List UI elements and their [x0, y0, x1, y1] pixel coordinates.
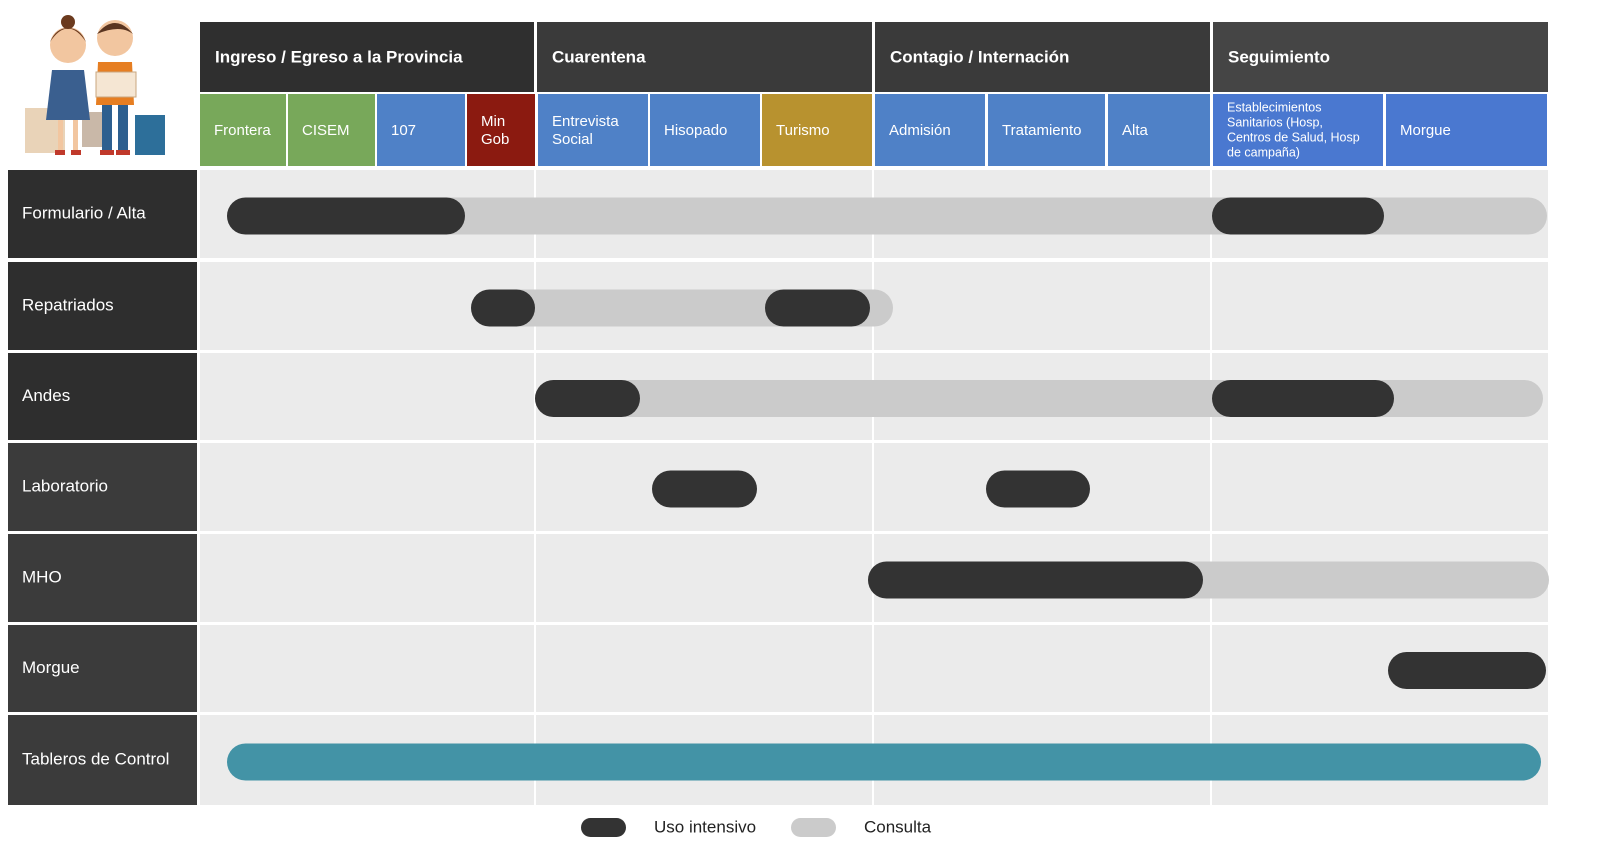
usage-bar — [1388, 652, 1546, 689]
label: Formulario / Alta — [22, 203, 146, 222]
label: Alta — [1122, 122, 1149, 139]
label: MHO — [22, 567, 62, 586]
phase-header — [537, 22, 872, 92]
subphase-header — [988, 94, 1105, 166]
label: Repatriados — [22, 295, 114, 314]
row-header — [8, 353, 197, 440]
row-header — [8, 715, 197, 805]
legend-label: Consulta — [864, 817, 932, 836]
subphase-header — [467, 94, 535, 166]
usage-bar — [765, 289, 870, 327]
usage-bar — [652, 470, 757, 508]
legend-label: Uso intensivo — [654, 817, 756, 836]
legend-swatch — [791, 818, 836, 837]
usage-bar — [535, 380, 640, 417]
phase-header — [200, 22, 534, 92]
row-header — [8, 443, 197, 531]
label: Seguimiento — [1228, 47, 1330, 66]
label: Morgue — [22, 658, 80, 677]
subphase-header — [650, 94, 760, 166]
subphase-header — [1108, 94, 1210, 166]
usage-bar — [227, 197, 465, 235]
subphase-header — [377, 94, 465, 166]
row-header — [8, 625, 197, 712]
subphase-header — [1386, 94, 1547, 166]
row-header — [8, 534, 197, 622]
illustration — [25, 15, 165, 155]
label: Cuarentena — [552, 47, 646, 66]
subphase-header — [538, 94, 648, 166]
label: 107 — [391, 122, 416, 139]
label: Laboratorio — [22, 476, 108, 495]
subphase-header — [1213, 94, 1383, 166]
row-header — [8, 262, 197, 350]
label: Establecimientos Sanitarios (Hosp, Centros… — [1227, 101, 1360, 160]
usage-bar — [1212, 197, 1384, 235]
subphase-header — [288, 94, 375, 166]
subphase-header — [762, 94, 872, 166]
phase-header — [875, 22, 1210, 92]
legend-swatch — [581, 818, 626, 837]
label: Morgue — [1400, 122, 1451, 139]
label: Admisión — [889, 122, 951, 139]
usage-bar — [986, 470, 1090, 508]
label: Tratamiento — [1002, 122, 1081, 139]
label: Andes — [22, 386, 70, 405]
label: Ingreso / Egreso a la Provincia — [215, 47, 463, 66]
row-header — [8, 170, 197, 258]
usage-bar — [868, 561, 1203, 599]
label: Entrevista Social — [552, 113, 619, 148]
label: Min Gob — [481, 113, 509, 148]
label: Frontera — [214, 122, 271, 139]
phase-header — [1213, 22, 1548, 92]
label: Tableros de Control — [22, 749, 169, 768]
label: CISEM — [302, 122, 350, 139]
label: Contagio / Internación — [890, 47, 1069, 66]
label: Hisopado — [664, 122, 727, 139]
usage-bar — [1212, 380, 1394, 417]
label: Turismo — [776, 122, 830, 139]
subphase-header — [200, 94, 286, 166]
usage-bar — [471, 289, 535, 327]
usage-bar — [227, 743, 1541, 781]
subphase-header — [875, 94, 985, 166]
